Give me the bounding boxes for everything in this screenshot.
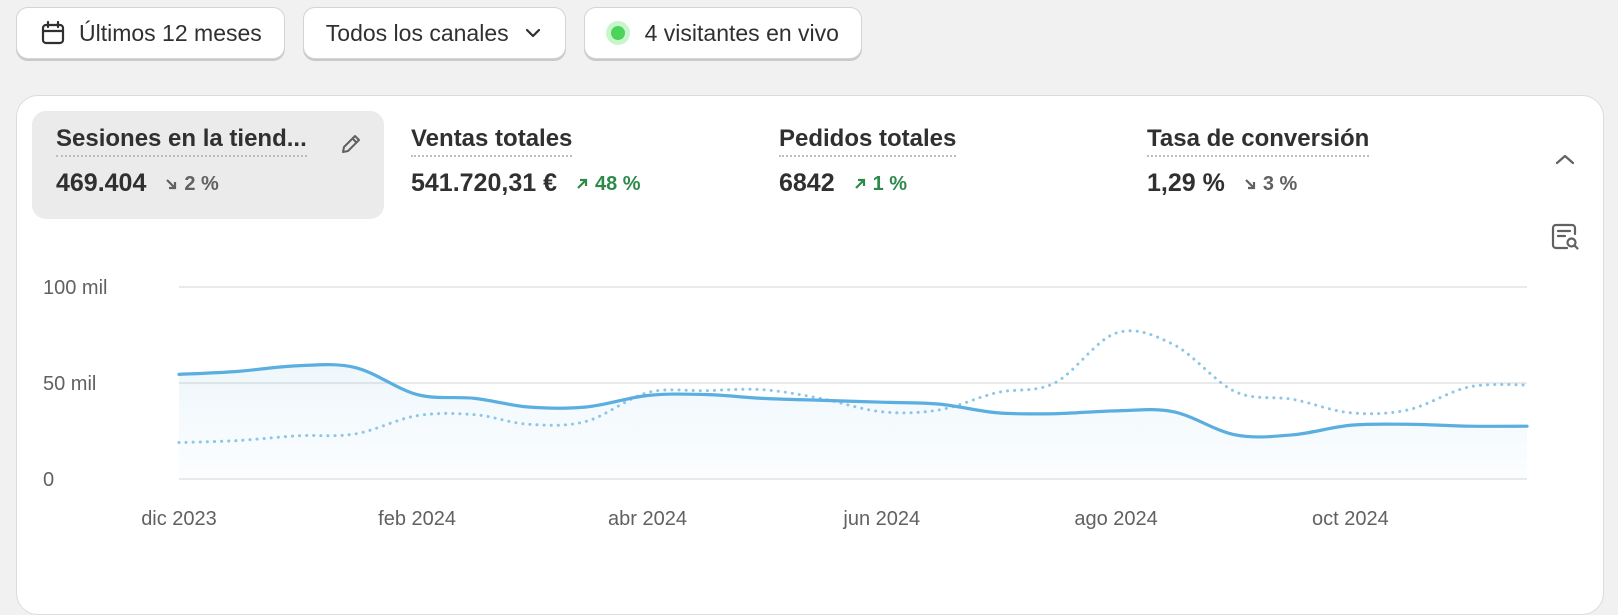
x-tick-label: ago 2024 xyxy=(1074,508,1157,530)
x-tick-label: abr 2024 xyxy=(608,508,687,530)
y-tick-label: 100 mil xyxy=(43,277,107,299)
metric-change: 3 % xyxy=(1243,173,1297,196)
y-tick-label: 50 mil xyxy=(43,373,96,395)
live-visitors-label: 4 visitantes en vivo xyxy=(644,19,839,46)
metric-label: Sesiones en la tiend... xyxy=(56,125,307,157)
pencil-icon[interactable] xyxy=(336,129,368,161)
date-range-button[interactable]: Últimos 12 meses xyxy=(16,7,285,59)
metric-change-value: 3 % xyxy=(1262,172,1298,195)
channels-label: Todos los canales xyxy=(325,19,509,46)
metric-value: 469.404 xyxy=(56,169,147,197)
arrow-down-right-icon xyxy=(166,179,177,190)
metric-change-value: 2 % xyxy=(184,172,219,195)
metric-change: 1 % xyxy=(853,173,907,196)
metric-change: 48 % xyxy=(575,173,641,196)
chevron-up-icon[interactable] xyxy=(1551,146,1581,176)
metric-tab-total-orders[interactable]: Pedidos totales 6842 1 % xyxy=(755,111,1105,219)
calendar-icon xyxy=(39,19,67,47)
metric-label: Tasa de conversión xyxy=(1147,125,1370,157)
metric-tab-total-sales[interactable]: Ventas totales 541.720,31 € 48 % xyxy=(387,111,737,219)
arrow-up-right-icon xyxy=(577,178,588,189)
primary-series-line xyxy=(177,363,1529,439)
metric-value: 6842 xyxy=(779,169,835,197)
metric-value: 541.720,31 € xyxy=(411,169,557,197)
metric-tab-conversion-rate[interactable]: Tasa de conversión 1,29 % 3 % xyxy=(1123,111,1483,219)
arrow-up-right-icon xyxy=(854,178,865,189)
x-tick-label: feb 2024 xyxy=(378,508,456,530)
explore-report-icon[interactable] xyxy=(1549,221,1581,253)
live-visitors-button[interactable]: 4 visitantes en vivo xyxy=(583,7,862,59)
metric-label: Ventas totales xyxy=(411,125,573,157)
y-tick-label: 0 xyxy=(43,469,54,491)
metric-tab-sessions[interactable]: Sesiones en la tiend... 469.404 2 % xyxy=(32,111,384,219)
sessions-line-chart: 0 50 mil 100 mil dic 2023 feb 2024 abr 2024 ju… xyxy=(43,277,1529,530)
analytics-card: Sesiones en la tiend... 469.404 2 % Vent… xyxy=(16,95,1604,615)
live-status-dot xyxy=(610,26,625,40)
x-tick-label: jun 2024 xyxy=(842,508,920,530)
channels-dropdown[interactable]: Todos los canales xyxy=(302,7,566,59)
metric-value: 1,29 % xyxy=(1147,169,1225,197)
series-area xyxy=(179,364,1527,479)
arrow-down-right-icon xyxy=(1245,179,1255,190)
metric-change-value: 1 % xyxy=(872,172,908,195)
x-tick-label: dic 2023 xyxy=(141,508,217,530)
metric-change-value: 48 % xyxy=(594,172,641,195)
filter-toolbar: Últimos 12 meses Todos los canales 4 vis… xyxy=(16,7,862,61)
metric-change: 2 % xyxy=(164,172,219,196)
x-tick-label: oct 2024 xyxy=(1312,508,1389,530)
date-range-label: Últimos 12 meses xyxy=(79,19,262,46)
metric-label: Pedidos totales xyxy=(779,125,957,157)
chevron-down-icon xyxy=(523,23,543,43)
